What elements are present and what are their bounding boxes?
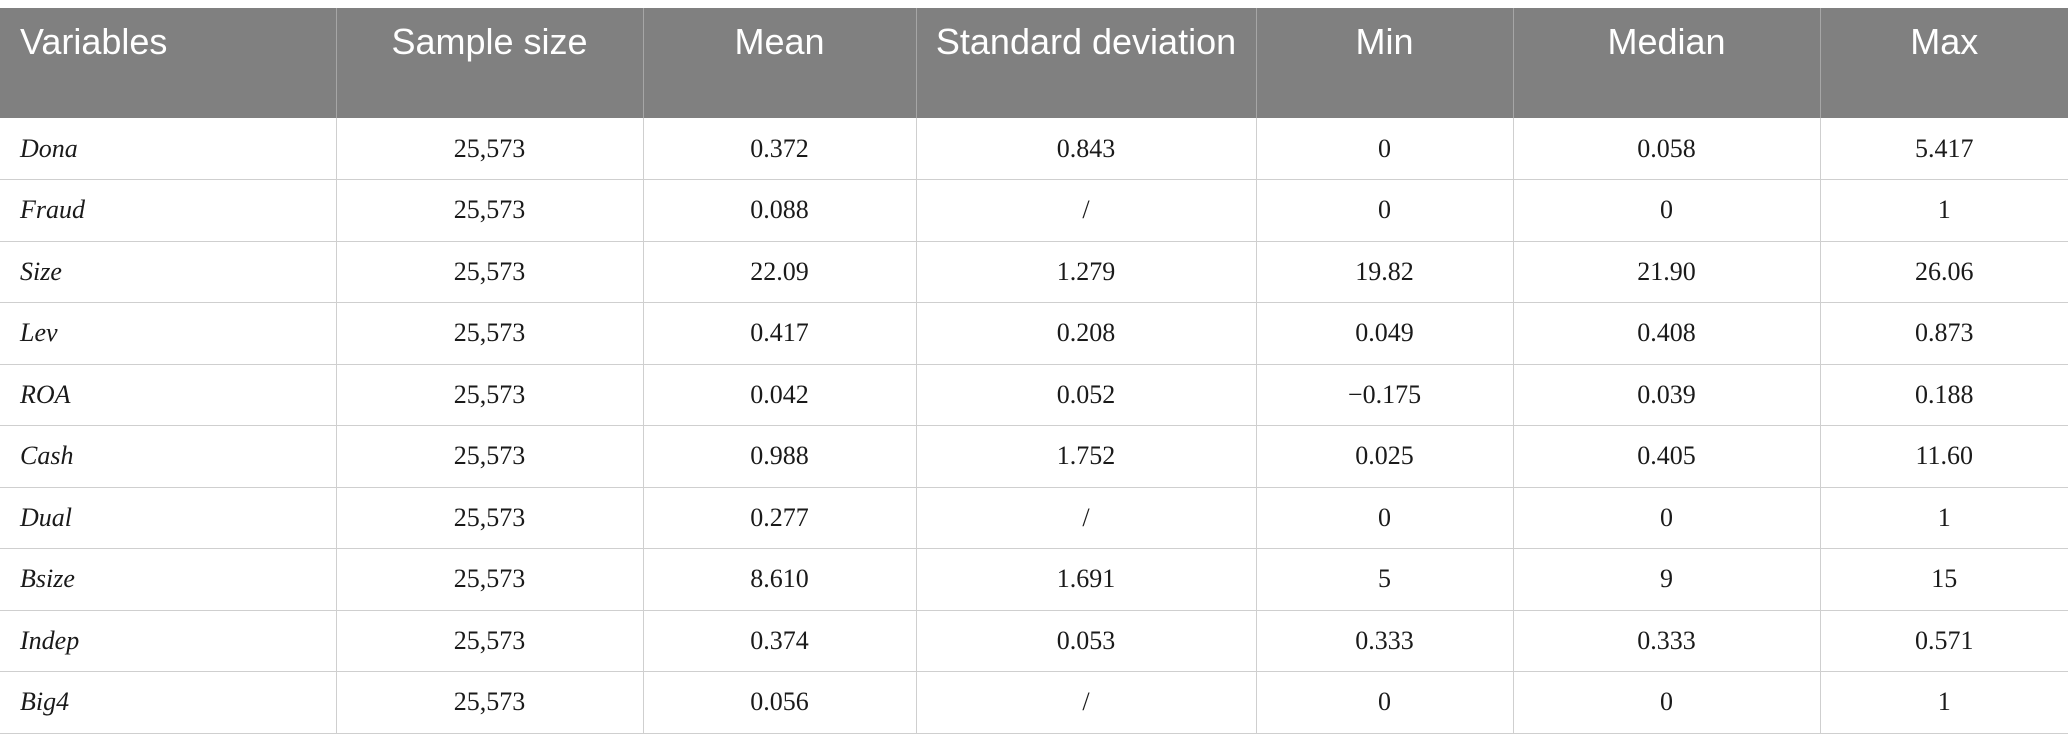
cell-sample-size: 25,573: [335, 425, 644, 488]
cell-standard-deviation: 0.052: [915, 364, 1257, 426]
cell-min: 0.333: [1255, 610, 1514, 672]
cell-max: 0.873: [1819, 302, 2068, 365]
cell-min: 0.025: [1255, 425, 1514, 488]
cell-median: 0.058: [1512, 118, 1821, 180]
cell-standard-deviation: /: [915, 671, 1257, 734]
cell-sample-size: 25,573: [335, 487, 644, 549]
cell-min: 5: [1255, 548, 1514, 611]
descriptive-statistics-table-container: Variables Sample size Mean Standard devi…: [0, 8, 2068, 734]
table-row: Fraud 25,573 0.088/0 0 1: [0, 179, 2068, 242]
cell-min: 0.049: [1255, 302, 1514, 365]
cell-median: 0: [1512, 179, 1821, 242]
cell-mean: 8.610: [642, 548, 917, 611]
cell-min: −0.175: [1255, 364, 1514, 426]
header-mean: Mean: [642, 8, 917, 118]
header-median: Median: [1512, 8, 1821, 118]
cell-variable: Bsize: [0, 548, 337, 611]
cell-variable: ROA: [0, 364, 337, 426]
cell-min: 0: [1255, 179, 1514, 242]
cell-mean: 0.277: [642, 487, 917, 549]
cell-variable: Big4: [0, 671, 337, 734]
cell-mean: 0.042: [642, 364, 917, 426]
cell-min: 0: [1255, 118, 1514, 180]
cell-standard-deviation: /: [915, 487, 1257, 549]
table-row: Cash 25,573 0.988 1.752 0.025 0.405 11.60: [0, 425, 2068, 488]
cell-variable: Fraud: [0, 179, 337, 242]
cell-max: 1: [1819, 179, 2068, 242]
cell-mean: 0.374: [642, 610, 917, 672]
cell-variable: Dual: [0, 487, 337, 549]
cell-median: 0.408: [1512, 302, 1821, 365]
cell-median: 0: [1512, 671, 1821, 734]
cell-mean: 0.056: [642, 671, 917, 734]
cell-standard-deviation: 0.208: [915, 302, 1257, 365]
cell-min: 0: [1255, 671, 1514, 734]
cell-max: 15: [1819, 548, 2068, 611]
cell-variable: Size: [0, 241, 337, 303]
cell-median: 0: [1512, 487, 1821, 549]
cell-standard-deviation: 1.691: [915, 548, 1257, 611]
header-max: Max: [1819, 8, 2068, 118]
cell-variable: Lev: [0, 302, 337, 365]
cell-sample-size: 25,573: [335, 671, 644, 734]
cell-mean: 0.372: [642, 118, 917, 180]
cell-max: 0.188: [1819, 364, 2068, 426]
cell-max: 0.571: [1819, 610, 2068, 672]
table-row: Indep 25,573 0.374 0.053 0.333 0.333 0.571: [0, 610, 2068, 672]
header-sample-size: Sample size: [335, 8, 644, 118]
header-min: Min: [1255, 8, 1514, 118]
table-row: Dual 25,573 0.277/0 0 1: [0, 487, 2068, 549]
cell-max: 1: [1819, 487, 2068, 549]
table-row: ROA 25,573 0.042 0.052 −0.175 0.039 0.188: [0, 364, 2068, 426]
table-header: Variables Sample size Mean Standard devi…: [0, 8, 2068, 118]
cell-median: 0.333: [1512, 610, 1821, 672]
cell-mean: 22.09: [642, 241, 917, 303]
header-standard-deviation: Standard deviation: [915, 8, 1257, 118]
cell-median: 21.90: [1512, 241, 1821, 303]
cell-standard-deviation: 0.053: [915, 610, 1257, 672]
cell-standard-deviation: 0.843: [915, 118, 1257, 180]
cell-sample-size: 25,573: [335, 548, 644, 611]
cell-max: 11.60: [1819, 425, 2068, 488]
table-row: Big4 25,573 0.056/0 0 1: [0, 671, 2068, 734]
cell-mean: 0.988: [642, 425, 917, 488]
cell-sample-size: 25,573: [335, 364, 644, 426]
cell-median: 0.405: [1512, 425, 1821, 488]
table-row: Lev 25,573 0.417 0.208 0.049 0.408 0.873: [0, 302, 2068, 365]
cell-variable: Cash: [0, 425, 337, 488]
cell-min: 0: [1255, 487, 1514, 549]
cell-max: 1: [1819, 671, 2068, 734]
descriptive-statistics-table: Variables Sample size Mean Standard devi…: [0, 8, 2068, 734]
cell-max: 5.417: [1819, 118, 2068, 180]
cell-mean: 0.088: [642, 179, 917, 242]
header-row: Variables Sample size Mean Standard devi…: [0, 8, 2068, 118]
table-row: Bsize 25,573 8.610 1.691 5 9 15: [0, 548, 2068, 611]
cell-standard-deviation: /: [915, 179, 1257, 242]
table-row: Size 25,573 22.09 1.279 19.82 21.90 26.06: [0, 241, 2068, 303]
cell-sample-size: 25,573: [335, 610, 644, 672]
cell-max: 26.06: [1819, 241, 2068, 303]
cell-sample-size: 25,573: [335, 179, 644, 242]
cell-min: 19.82: [1255, 241, 1514, 303]
cell-sample-size: 25,573: [335, 302, 644, 365]
cell-variable: Dona: [0, 118, 337, 180]
cell-median: 9: [1512, 548, 1821, 611]
cell-standard-deviation: 1.752: [915, 425, 1257, 488]
table-body: Dona 25,573 0.372 0.843 0 0.058 5.417 Fraud 25,5…: [0, 118, 2068, 734]
table-row: Dona 25,573 0.372 0.843 0 0.058 5.417: [0, 118, 2068, 180]
cell-mean: 0.417: [642, 302, 917, 365]
header-variables: Variables: [0, 8, 337, 118]
cell-sample-size: 25,573: [335, 241, 644, 303]
cell-variable: Indep: [0, 610, 337, 672]
cell-standard-deviation: 1.279: [915, 241, 1257, 303]
cell-median: 0.039: [1512, 364, 1821, 426]
cell-sample-size: 25,573: [335, 118, 644, 180]
